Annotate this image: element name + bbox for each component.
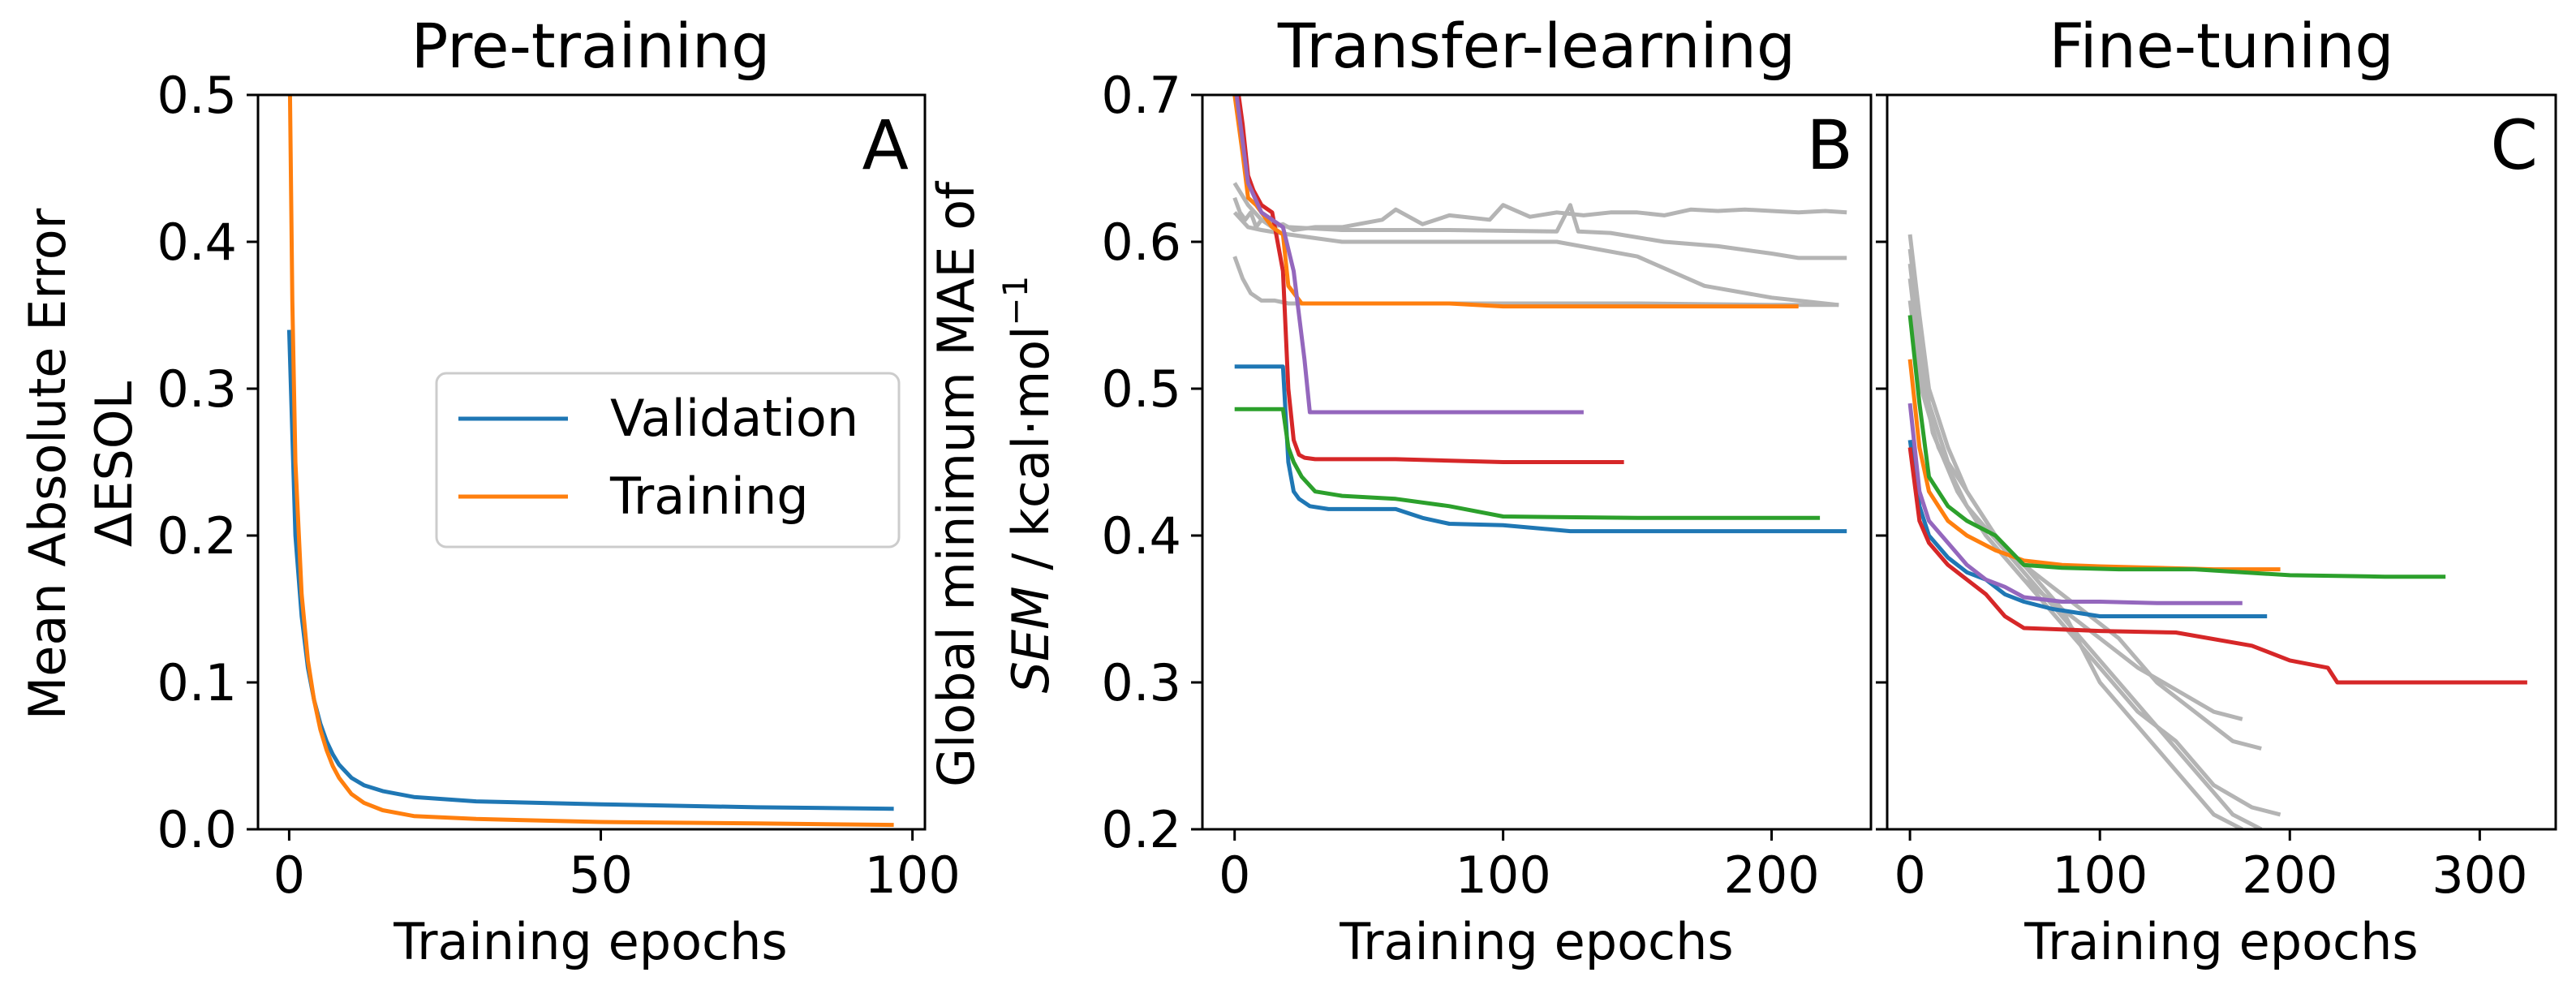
plot-frame <box>1201 93 1873 831</box>
panel-b-title: Transfer-learning <box>1277 10 1795 82</box>
y-tick-label: 0.3 <box>1101 653 1181 712</box>
x-tick-label: 200 <box>2242 846 2337 905</box>
x-tick-label: 0 <box>273 846 305 905</box>
legend-label-validation: Validation <box>610 389 858 448</box>
x-tick-label: 200 <box>1723 846 1819 905</box>
panel-c: Fine-tuning Training epochs C 0 100 200 300 <box>1876 10 2557 971</box>
series-line-grey-4 <box>1907 278 2243 721</box>
y-tick-label: 0.0 <box>157 800 237 859</box>
series-line-c2 <box>1234 407 1821 520</box>
series-line-c3 <box>1907 447 2527 685</box>
series-group <box>1232 95 1847 534</box>
panel-b: Transfer-learning Global minimum MAE of … <box>927 10 1873 971</box>
y-tick-label: 0.7 <box>1101 66 1181 125</box>
panel-b-letter: B <box>1806 105 1853 185</box>
panel-a-legend: Validation Training <box>435 372 901 549</box>
x-tick-label: 0 <box>1894 846 1925 905</box>
panel-a-xlabel: Training epochs <box>393 912 787 971</box>
series-group <box>1907 234 2527 829</box>
ylabel-sem: SEM <box>1001 586 1060 693</box>
x-tick-label: 0 <box>1219 846 1250 905</box>
series-group <box>286 95 894 828</box>
x-tick-label: 100 <box>2052 846 2148 905</box>
series-line-grey-2 <box>1232 211 1839 308</box>
y-tick-label: 0.5 <box>1101 359 1181 419</box>
panel-c-title: Fine-tuning <box>2049 10 2393 82</box>
y-tick-label: 0.4 <box>157 213 237 272</box>
series-line-grey-1 <box>1907 248 2263 829</box>
y-tick-label: 0.2 <box>157 506 237 566</box>
panel-b-ylabel-line1: Global minimum MAE of <box>927 180 986 787</box>
series-line-c0 <box>1234 364 1847 534</box>
panel-a-letter: A <box>862 105 909 185</box>
series-line-training <box>287 95 894 828</box>
ylabel-unit: / kcal·mol <box>1001 326 1060 587</box>
x-tick-label: 50 <box>569 846 633 905</box>
plot-frame <box>256 93 927 831</box>
series-line-c3 <box>1236 95 1624 464</box>
ylabel-unit-exp: −1 <box>996 276 1035 326</box>
panel-a-ylabel-line2: ΔESOL <box>84 381 144 547</box>
x-tick-label: 300 <box>2432 846 2527 905</box>
panel-b-ylabel-line2: SEM / kcal·mol−1 <box>996 276 1060 694</box>
panel-c-xlabel: Training epochs <box>2023 912 2418 971</box>
legend-label-training: Training <box>609 467 809 526</box>
series-line-grey-1 <box>1232 182 1847 260</box>
y-tick-label: 0.2 <box>1101 800 1181 859</box>
panel-a-ylabel-line1: Mean Absolute Error <box>18 208 77 720</box>
series-line-c4 <box>1907 402 2243 605</box>
series-line-grey-3 <box>1907 300 2262 751</box>
series-line-c2 <box>1907 315 2446 579</box>
plot-frame <box>1886 93 2557 831</box>
x-tick-label: 100 <box>1455 846 1550 905</box>
y-tick-label: 0.3 <box>157 359 237 419</box>
y-tick-label: 0.5 <box>157 66 237 125</box>
series-line-grey-0 <box>1232 196 1847 232</box>
panel-a-title: Pre-training <box>411 10 771 82</box>
series-line-c4 <box>1234 95 1584 415</box>
panel-a: Pre-training Mean Absolute Error ΔESOL T… <box>18 10 961 971</box>
x-tick-label: 100 <box>864 846 960 905</box>
y-tick-label: 0.4 <box>1101 506 1181 566</box>
series-line-c1 <box>1907 359 2281 572</box>
series-line-c1 <box>1232 95 1799 309</box>
panel-b-xlabel: Training epochs <box>1339 912 1733 971</box>
panel-c-letter: C <box>2490 105 2538 185</box>
series-line-grey-3 <box>1232 256 1839 308</box>
series-line-grey-2 <box>1907 263 2281 817</box>
y-tick-label: 0.6 <box>1101 213 1181 272</box>
series-line-c0 <box>1907 439 2268 618</box>
y-tick-label: 0.1 <box>157 653 237 712</box>
